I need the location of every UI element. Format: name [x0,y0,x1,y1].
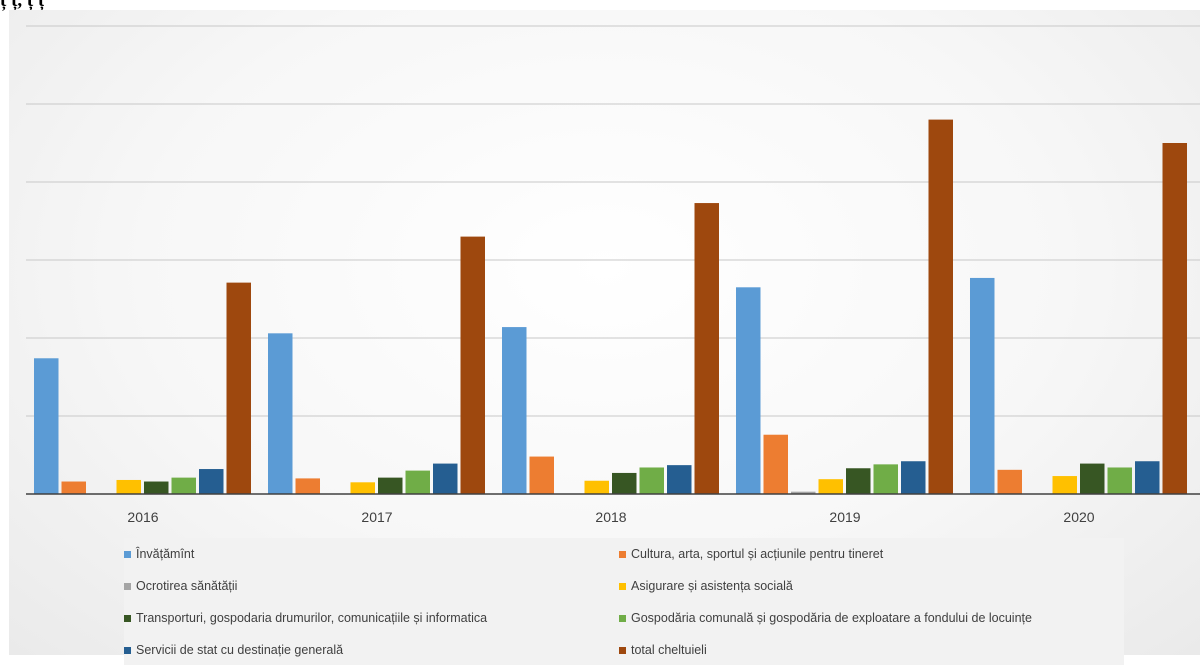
bar-2018-series-5 [639,467,664,494]
bar-2020-series-1 [997,469,1022,494]
legend-swatch [124,582,131,590]
gridlines [26,25,1200,417]
legend-swatch [619,582,626,590]
bar-2016-series-4 [144,481,169,494]
bar-2019-series-7 [928,119,953,494]
bar-2017-series-3 [350,482,375,494]
legend-label: Asigurare și asistența socială [631,579,793,593]
bar-2016-series-5 [171,477,196,494]
bar-2018-series-4 [612,472,637,494]
bar-2016-series-1 [61,481,86,494]
legend-swatch [124,646,131,654]
bar-2017-series-1 [295,478,320,494]
bar-2018-series-3 [584,480,609,494]
legend-item: total cheltuieli [619,643,1124,657]
legend-swatch [619,550,626,558]
x-tick-label: 2020 [1063,509,1094,525]
bar-2018-series-0 [502,327,527,494]
legend-label: Cultura, arta, sportul și acțiunile pent… [631,547,884,561]
x-tick-labels: 2016 2017 2018 2019 2020 [127,509,1094,525]
bar-2019-series-2 [791,491,816,494]
bar-2020-series-7 [1162,143,1187,494]
legend-item: Asigurare și asistența socială [619,579,1124,593]
legend-label: Gospodăria comunală și gospodăria de exp… [631,611,1032,625]
bar-2020-series-6 [1135,461,1160,494]
bar-2020-series-0 [970,277,995,494]
bar-2017-series-5 [405,470,430,494]
bar-2019-series-1 [763,434,788,494]
legend-swatch [124,550,131,558]
legend: Învățămînt Cultura, arta, sportul și acți… [124,538,1124,665]
bar-2017-series-6 [433,463,458,494]
bar-2019-series-5 [873,464,898,494]
bar-2016-series-6 [199,469,224,494]
bar-2020-series-3 [1052,476,1077,494]
bar-2018-series-6 [667,465,692,494]
top-caption: ț ț, ț ț [0,0,45,11]
legend-item: Învățămînt [124,547,619,561]
bar-2018-series-7 [694,203,719,494]
bar-chart: 2016 2017 2018 2019 2020 [26,25,1200,525]
bar-2020-series-5 [1107,467,1132,494]
legend-swatch [124,614,131,622]
bar-2019-series-4 [846,468,871,494]
bar-2017-series-0 [268,333,293,494]
legend-item: Ocrotirea sănătății [124,579,619,593]
bar-2016-series-3 [116,479,141,494]
bar-2019-series-6 [901,461,926,494]
x-tick-label: 2019 [829,509,860,525]
legend-item: Servicii de stat cu destinație generală [124,643,619,657]
bar-2019-series-3 [818,479,843,494]
bar-2016-series-7 [226,282,251,494]
legend-label: total cheltuieli [631,643,707,657]
legend-label: Învățămînt [136,547,195,561]
bar-2017-series-4 [378,477,403,494]
bar-2020-series-4 [1080,463,1105,494]
legend-item: Cultura, arta, sportul și acțiunile pent… [619,547,1124,561]
chart-area: 2016 2017 2018 2019 2020 Învățămînt Cultura, … [9,10,1200,665]
legend-label: Transporturi, gospodaria drumurilor, com… [136,611,488,625]
legend-item: Gospodăria comunală și gospodăria de exp… [619,611,1124,625]
legend-swatch [619,646,626,654]
legend-swatch [619,614,626,622]
x-tick-label: 2017 [361,509,392,525]
bar-2017-series-7 [460,236,485,494]
bar-2019-series-0 [736,287,761,494]
legend-label: Servicii de stat cu destinație generală [136,643,344,657]
bars [34,119,1187,494]
bar-2018-series-1 [529,456,554,494]
x-tick-label: 2018 [595,509,626,525]
legend-label: Ocrotirea sănătății [136,579,238,593]
x-tick-label: 2016 [127,509,158,525]
bar-2016-series-0 [34,358,59,494]
legend-item: Transporturi, gospodaria drumurilor, com… [124,611,619,625]
